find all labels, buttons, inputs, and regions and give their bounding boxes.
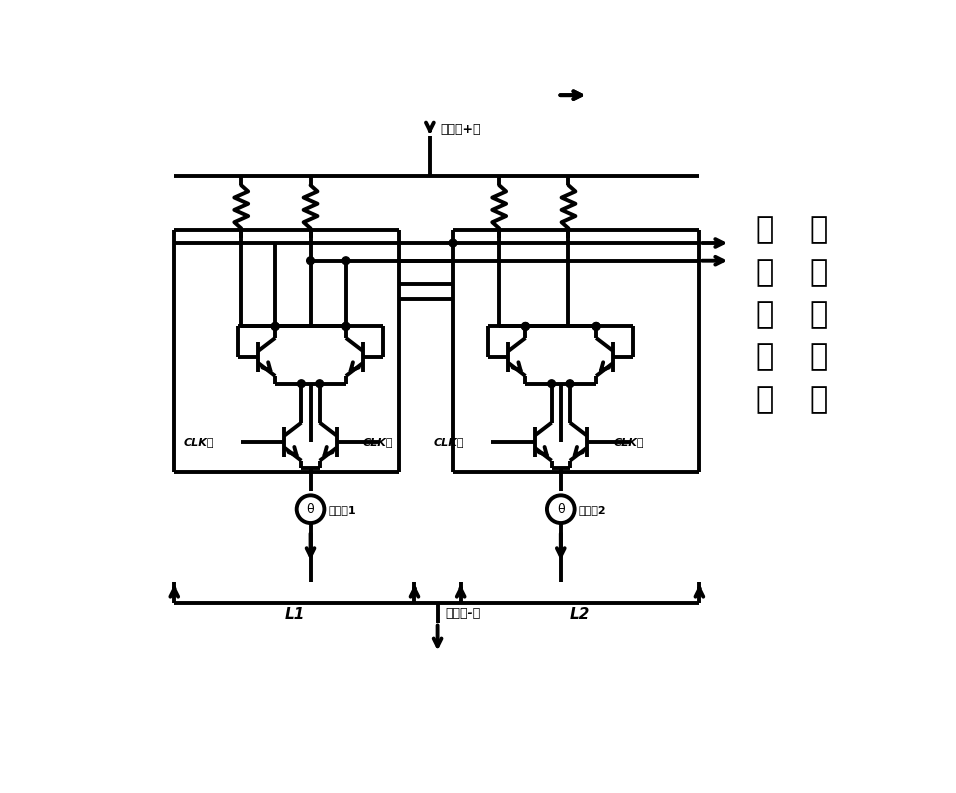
Text: 号: 号 [810, 343, 828, 371]
Circle shape [342, 323, 350, 330]
Circle shape [272, 323, 279, 330]
Text: 出: 出 [810, 385, 828, 414]
Text: 信: 信 [755, 300, 774, 329]
Text: 差: 差 [755, 258, 774, 287]
Text: 低采源1: 低采源1 [328, 505, 356, 515]
Text: θ: θ [307, 503, 315, 515]
Circle shape [566, 380, 574, 388]
Circle shape [522, 323, 530, 330]
Circle shape [272, 323, 279, 330]
Text: CLK端: CLK端 [363, 438, 394, 447]
Text: CLK端: CLK端 [613, 438, 643, 447]
Text: 频: 频 [810, 258, 828, 287]
Text: 分: 分 [810, 300, 828, 329]
Circle shape [296, 496, 324, 523]
Circle shape [449, 239, 457, 247]
Text: L1: L1 [284, 607, 305, 622]
Circle shape [297, 380, 305, 388]
Circle shape [593, 323, 600, 330]
Text: 端: 端 [755, 385, 774, 414]
Text: 输: 输 [755, 343, 774, 371]
Text: 低采源2: 低采源2 [578, 505, 606, 515]
Text: CLK端: CLK端 [434, 438, 465, 447]
Circle shape [548, 380, 555, 388]
Circle shape [593, 323, 600, 330]
Circle shape [547, 496, 575, 523]
Text: CLK端: CLK端 [184, 438, 214, 447]
Circle shape [307, 257, 315, 265]
Text: 分: 分 [755, 216, 774, 244]
Circle shape [522, 323, 530, 330]
Circle shape [342, 323, 350, 330]
Text: θ: θ [557, 503, 565, 515]
Circle shape [315, 380, 323, 388]
Text: L2: L2 [570, 607, 590, 622]
Text: 二: 二 [810, 216, 828, 244]
Text: 电压源-端: 电压源-端 [445, 607, 481, 620]
Text: 电压源+端: 电压源+端 [440, 123, 481, 136]
Circle shape [342, 257, 350, 265]
